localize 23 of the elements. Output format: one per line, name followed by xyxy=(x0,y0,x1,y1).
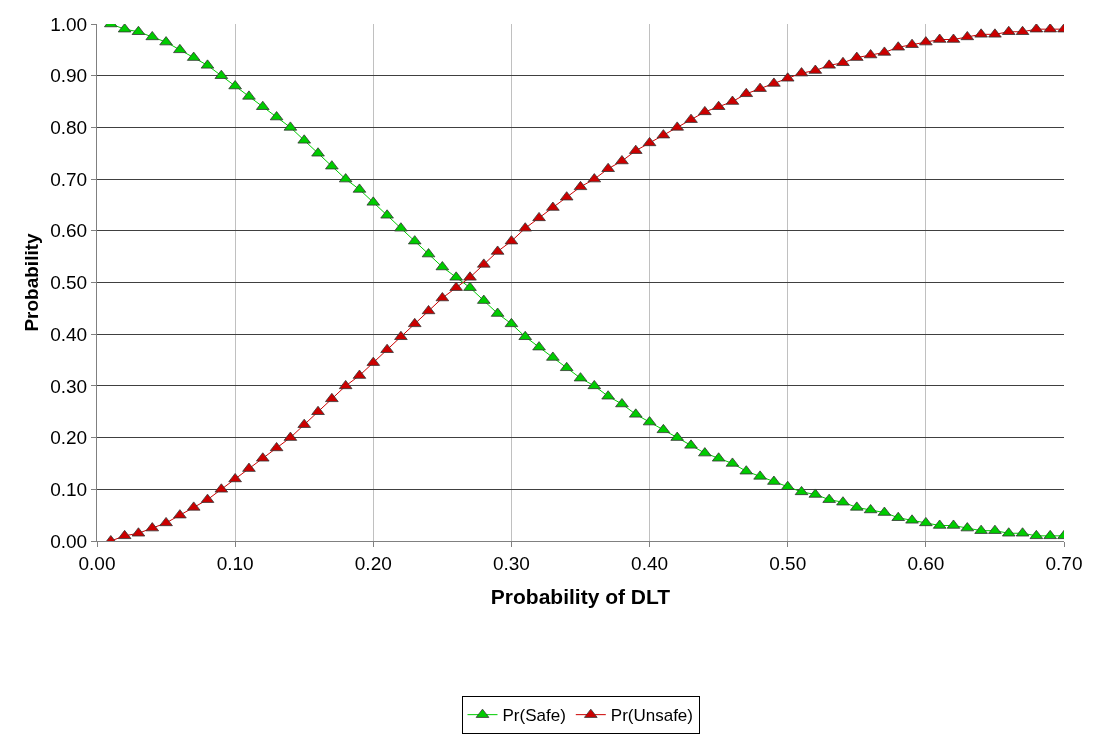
x-tick-label: 0.60 xyxy=(907,552,945,574)
y-tick-label: 0.70 xyxy=(50,168,88,190)
y-tick-label: 0.30 xyxy=(50,375,88,397)
x-axis-title: Probability of DLT xyxy=(490,585,671,608)
legend-label: Pr(Unsafe) xyxy=(610,706,693,726)
y-tick-label: 0.60 xyxy=(50,220,88,242)
x-tick-label: 0.30 xyxy=(492,552,530,574)
y-tick-label: 0.00 xyxy=(50,530,88,552)
y-tick-label: 0.40 xyxy=(50,323,88,345)
legend-label: Pr(Safe) xyxy=(502,706,566,726)
y-tick-label: 0.20 xyxy=(50,427,88,449)
y-tick-label: 0.80 xyxy=(50,117,88,139)
y-axis-title: Probability xyxy=(21,232,43,332)
x-tick-label: 0.20 xyxy=(354,552,392,574)
y-tick-label: 1.00 xyxy=(50,13,88,35)
x-tick-label: 0.50 xyxy=(769,552,807,574)
y-tick-label: 0.90 xyxy=(50,65,88,87)
x-tick-label: 0.70 xyxy=(1045,552,1083,574)
x-tick-label: 0.10 xyxy=(216,552,254,574)
y-tick-label: 0.10 xyxy=(50,478,88,500)
y-tick-label: 0.50 xyxy=(50,272,88,294)
x-tick-label: 0.00 xyxy=(78,552,116,574)
x-tick-label: 0.40 xyxy=(631,552,669,574)
